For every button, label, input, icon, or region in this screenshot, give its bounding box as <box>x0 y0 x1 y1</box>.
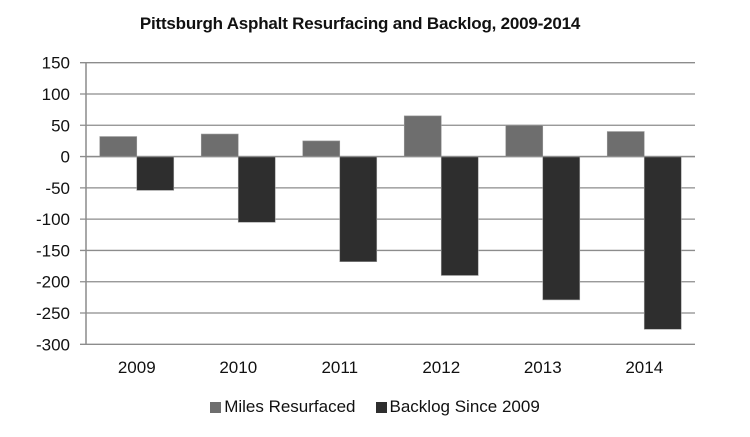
x-tick-label: 2012 <box>422 358 460 377</box>
gridlines <box>80 62 695 345</box>
y-tick-label: 150 <box>42 54 70 73</box>
x-tick-label: 2014 <box>625 358 663 377</box>
y-tick-label: -150 <box>36 241 70 260</box>
legend-label-miles-resurfaced: Miles Resurfaced <box>224 397 356 416</box>
y-tick-labels: 150 100 50 0 -50 -100 -150 -200 -250 -300 <box>36 54 70 355</box>
y-tick-label: -200 <box>36 273 70 292</box>
bar-backlog-2010 <box>237 156 276 223</box>
bar-backlog-2011 <box>339 156 378 262</box>
y-tick-label: 0 <box>61 148 70 167</box>
legend-label-backlog: Backlog Since 2009 <box>389 397 540 416</box>
y-tick-label: 100 <box>42 85 70 104</box>
x-tick-label: 2013 <box>524 358 562 377</box>
bar-backlog-2014 <box>643 156 682 330</box>
legend-item-backlog[interactable]: Backlog Since 2009 <box>375 397 540 417</box>
legend-swatch-backlog <box>375 401 387 413</box>
bar-backlog-2012 <box>440 156 479 276</box>
y-tick-label: -250 <box>36 304 70 323</box>
axes <box>85 62 695 345</box>
x-tick-labels: 2009 2010 2011 2012 2013 2014 <box>118 358 663 377</box>
bar-miles-resurfaced-2009 <box>99 136 138 157</box>
x-tick-label: 2010 <box>219 358 257 377</box>
x-tick-label: 2011 <box>321 358 358 377</box>
legend: Miles Resurfaced Backlog Since 2009 <box>0 397 750 417</box>
y-tick-label: 50 <box>51 116 70 135</box>
legend-item-miles-resurfaced[interactable]: Miles Resurfaced <box>210 397 356 417</box>
y-tick-label: -100 <box>36 210 70 229</box>
bar-miles-resurfaced-2013 <box>505 124 544 157</box>
y-tick-label: -300 <box>36 335 70 354</box>
legend-swatch-miles-resurfaced <box>210 401 222 413</box>
bar-miles-resurfaced-2011 <box>302 140 341 157</box>
bars <box>99 115 682 330</box>
chart-title: Pittsburgh Asphalt Resurfacing and Backl… <box>139 14 581 33</box>
x-tick-label: 2009 <box>118 358 156 377</box>
bar-backlog-2009 <box>136 156 175 191</box>
bar-miles-resurfaced-2012 <box>403 115 442 157</box>
y-tick-label: -50 <box>45 179 70 198</box>
bar-backlog-2013 <box>542 156 581 301</box>
bar-miles-resurfaced-2010 <box>200 133 239 157</box>
bar-miles-resurfaced-2014 <box>606 131 645 157</box>
